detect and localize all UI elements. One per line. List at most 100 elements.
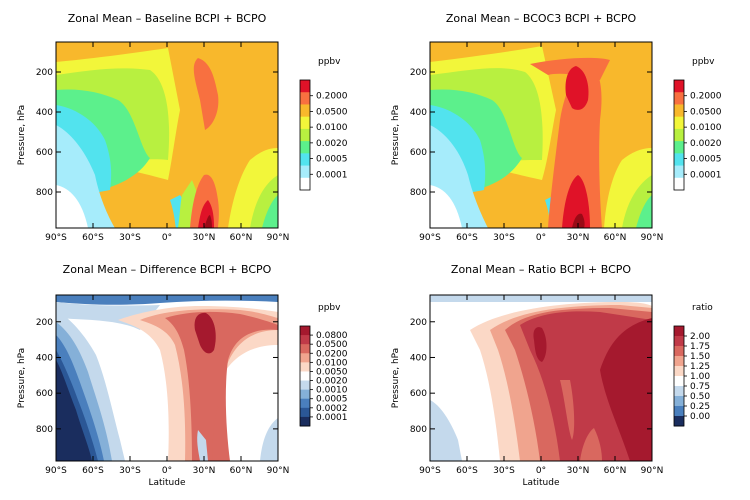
colorbar-segment (674, 104, 684, 118)
colorbar-segment (674, 80, 684, 93)
x-tick-label: 60°S (82, 233, 104, 243)
colorbar-segment (674, 406, 684, 417)
colorbar-label: 0.75 (690, 382, 710, 392)
colorbar-label: 0.0001 (690, 170, 722, 180)
contour-field (430, 42, 652, 228)
colorbar-label: 0.25 (690, 402, 710, 412)
y-axis-label: Pressure, hPa (391, 105, 401, 165)
x-tick-label: 60°S (456, 233, 478, 243)
panel-title: Zonal Mean – BCOC3 BCPI + BCPO (445, 12, 637, 25)
y-tick-label: 200 (36, 68, 53, 78)
colorbar-label: 0.0500 (316, 107, 348, 117)
colorbar-label: 1.25 (690, 362, 710, 372)
x-axis-label: Latitude (148, 478, 186, 488)
colorbar-segment (674, 141, 684, 154)
y-axis-label: Pressure, hPa (17, 348, 27, 408)
x-tick-label: 0° (536, 233, 546, 243)
colorbar-segment (300, 353, 310, 363)
y-tick-label: 800 (36, 188, 53, 198)
y-tick-label: 600 (36, 389, 53, 399)
colorbar-label: 2.00 (690, 332, 710, 342)
y-axis-label: Pressure, hPa (17, 105, 27, 165)
colorbar-label: 0.0020 (316, 377, 348, 387)
x-tick-label: 60°N (604, 233, 627, 243)
x-tick-label: 30°N (193, 466, 216, 476)
y-tick-label: 600 (410, 389, 427, 399)
y-axis-label: Pressure, hPa (391, 348, 401, 408)
colorbar-segment (300, 326, 310, 336)
colorbar-label: 0.0001 (316, 170, 348, 180)
colorbar-label: 0.0002 (316, 404, 348, 414)
colorbar-segment (674, 386, 684, 397)
x-tick-label: 90°S (419, 466, 441, 476)
colorbar-segment (674, 92, 684, 105)
colorbar-segment (674, 366, 684, 377)
colorbar-label: 0.0001 (316, 413, 348, 423)
colorbar-label: 1.00 (690, 372, 710, 382)
colorbar-segment (674, 153, 684, 167)
colorbar-segment (300, 362, 310, 372)
x-axis-label: Latitude (522, 478, 560, 488)
x-tick-label: 90°S (45, 233, 67, 243)
colorbar-segment (300, 398, 310, 409)
colorbar-label: 0.0020 (690, 139, 722, 149)
x-tick-label: 30°N (567, 233, 590, 243)
x-tick-label: 30°S (119, 233, 141, 243)
colorbar-segment (300, 141, 310, 154)
x-tick-label: 90°S (45, 466, 67, 476)
colorbar-segment (300, 153, 310, 167)
y-tick-label: 400 (36, 353, 53, 363)
colorbar-segment (674, 336, 684, 347)
colorbar-label: 0.0010 (316, 386, 348, 396)
colorbar-segment (674, 128, 684, 142)
colorbar-segment (300, 177, 310, 191)
colorbar-label: 0.50 (690, 392, 710, 402)
colorbar-segment (300, 116, 310, 130)
y-tick-label: 200 (36, 318, 53, 328)
x-tick-label: 60°S (456, 466, 478, 476)
colorbar-segment (674, 356, 684, 367)
x-tick-label: 90°S (419, 233, 441, 243)
x-tick-label: 60°N (604, 466, 627, 476)
y-tick-label: 400 (410, 353, 427, 363)
colorbar-label: 0.2000 (690, 92, 722, 102)
colorbar-segment (674, 177, 684, 191)
colorbar-unit: ppbv (692, 57, 715, 67)
y-tick-label: 800 (410, 425, 427, 435)
colorbar-segment (674, 396, 684, 407)
contour-field (56, 42, 278, 228)
colorbar-unit: ratio (692, 303, 713, 313)
colorbar-label: 0.00 (690, 412, 710, 422)
contour-field (56, 295, 278, 461)
contour-field (430, 295, 652, 461)
x-tick-label: 0° (162, 233, 172, 243)
y-tick-label: 400 (36, 108, 53, 118)
colorbar-segment (674, 165, 684, 179)
colorbar-frame (299, 325, 311, 427)
x-tick-label: 90°N (267, 466, 290, 476)
x-tick-label: 90°N (641, 466, 664, 476)
colorbar-unit: ppbv (318, 57, 341, 67)
colorbar-segment (674, 326, 684, 337)
colorbar-segment (300, 335, 310, 345)
x-tick-label: 60°N (230, 233, 253, 243)
colorbar-segment (300, 416, 310, 427)
y-tick-label: 400 (410, 108, 427, 118)
colorbar-label: 0.0100 (316, 358, 348, 368)
colorbar-label: 0.2000 (316, 92, 348, 102)
colorbar-label: 0.0100 (316, 123, 348, 133)
x-tick-label: 60°S (82, 466, 104, 476)
colorbar-segment (300, 80, 310, 93)
y-tick-label: 200 (410, 68, 427, 78)
y-tick-label: 200 (410, 318, 427, 328)
colorbar-frame (673, 79, 685, 191)
y-tick-label: 600 (36, 148, 53, 158)
x-tick-label: 30°N (567, 466, 590, 476)
colorbar-segment (300, 389, 310, 400)
colorbar-label: 1.75 (690, 342, 710, 352)
colorbar-label: 0.0050 (316, 367, 348, 377)
colorbar-segment (300, 165, 310, 179)
